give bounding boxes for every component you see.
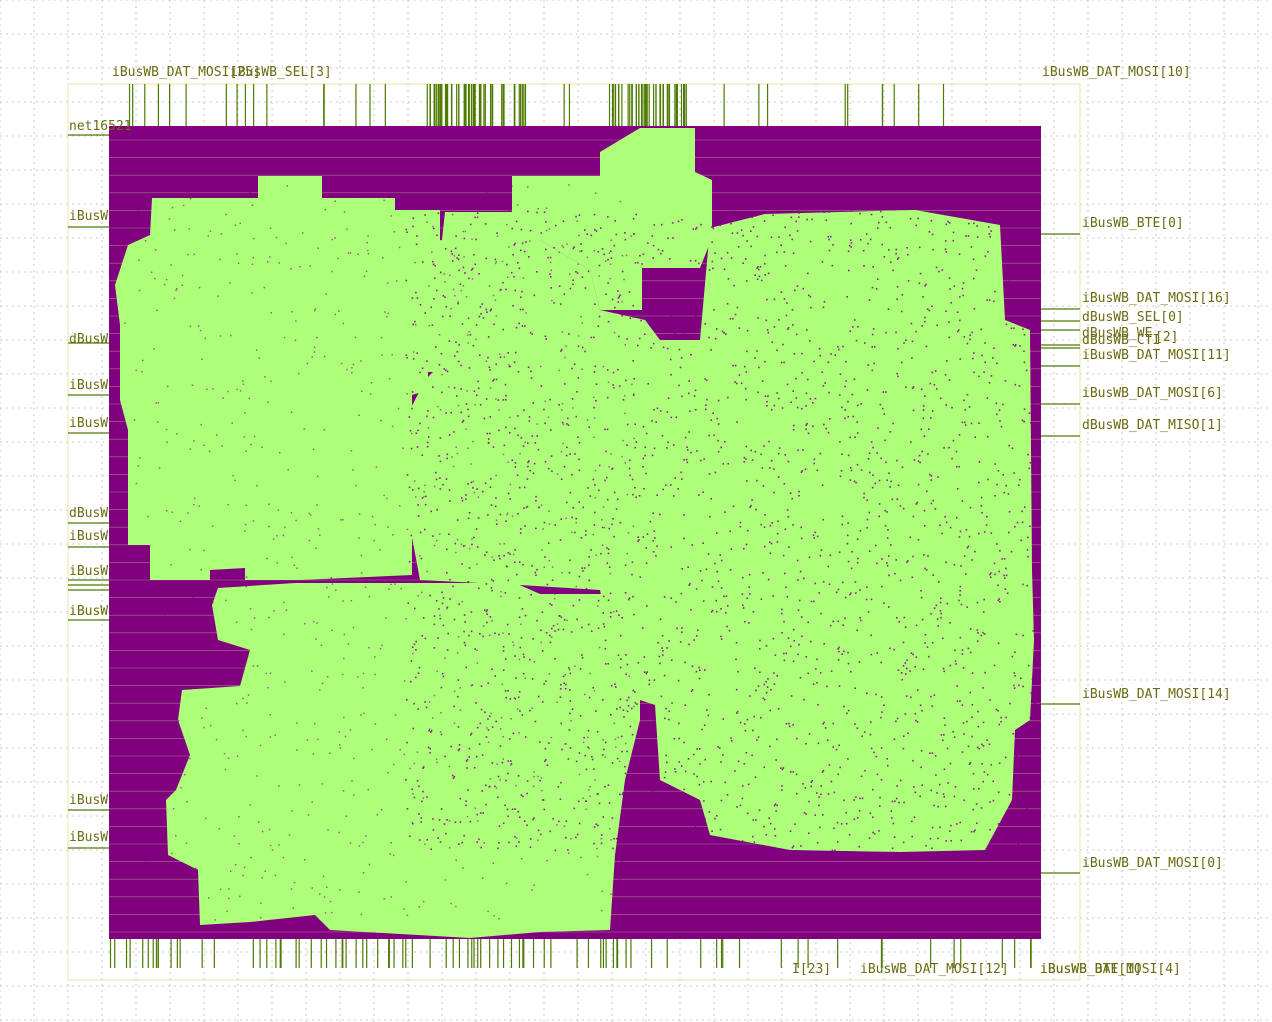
pin-label-right: iBusWB_BTE[0] (1082, 216, 1184, 231)
pin-label-bottom: I[23] (792, 962, 832, 977)
pin-label-left: iBusW (69, 830, 109, 845)
pin-label-right: iBusWB_DAT_MOSI[6] (1082, 386, 1223, 401)
cell-cluster-lower-left (166, 583, 640, 938)
pin-label-right: dBusWB_SEL[0] (1082, 310, 1184, 325)
cell-cluster-right-dense (405, 210, 1034, 852)
routing-speckle (115, 180, 1037, 922)
pin-label-bottom: iBusWB_DAT_MOSI[4] (1040, 962, 1181, 977)
pin-label-left: dBusW (69, 506, 109, 521)
pin-label-left: iBusW (69, 378, 109, 393)
pin-label-top: iBusWB_SEL[3] (230, 65, 332, 80)
die-outline (67, 83, 1081, 981)
pin-label-right: dBusWB_CTI (1082, 333, 1161, 348)
pin-label-left: iBusW (69, 793, 109, 808)
pin-label-left: iBusW (69, 564, 109, 579)
pin-label-top: iBusWB_DAT_MOSI[10] (1042, 65, 1191, 80)
pin-label-right: iBusWB_DAT_MOSI[0] (1082, 856, 1223, 871)
pin-label-left: iBusW (69, 416, 109, 431)
pin-label-left: net16521 (69, 119, 132, 134)
pin-label-right: iBusWB_DAT_MOSI[16] (1082, 291, 1231, 306)
pin-wires (68, 84, 1080, 968)
placed-cells (115, 128, 1034, 938)
cell-cluster-upper-left (115, 176, 470, 580)
pin-label-right: iBusWB_DAT_MOSI[14] (1082, 687, 1231, 702)
cell-cluster-top-center (512, 128, 712, 310)
pin-label-left: iBusW (69, 529, 109, 544)
pin-label-bottom: iBusWB_BTE[1] (1040, 962, 1142, 977)
pin-label-right: iBusWB_DAT_MOSI[11] (1082, 348, 1231, 363)
pin-label-left: iBusW (69, 604, 109, 619)
pin-label-right: dBusWB_WE (1082, 326, 1153, 341)
pin-label-bottom: iBusWB_DAT_MOSI[12] (860, 962, 1009, 977)
pin-label-right: [2] (1155, 330, 1179, 345)
pin-label-right: dBusWB_DAT_MISO[1] (1082, 418, 1223, 433)
pin-label-left: iBusW (69, 209, 109, 224)
pin-label-left: dBusW (69, 332, 109, 347)
pin-label-top: iBusWB_DAT_MOSI[25] (112, 65, 261, 80)
